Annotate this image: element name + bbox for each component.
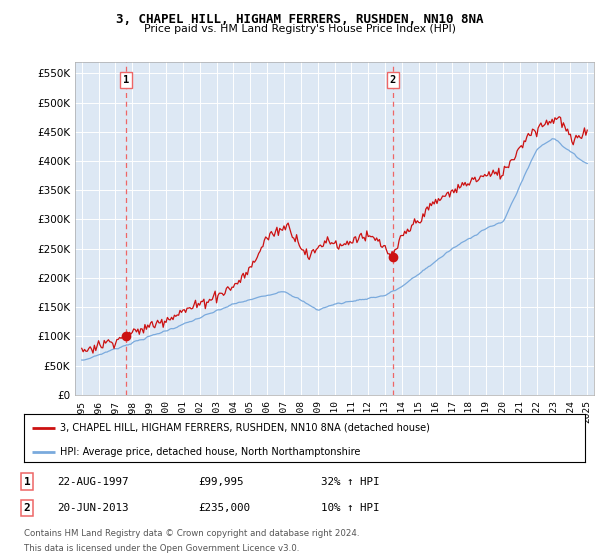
Text: £99,995: £99,995 [198, 477, 244, 487]
Text: 10% ↑ HPI: 10% ↑ HPI [321, 503, 380, 513]
Text: 22-AUG-1997: 22-AUG-1997 [57, 477, 128, 487]
Text: 2: 2 [23, 503, 31, 513]
Text: Price paid vs. HM Land Registry's House Price Index (HPI): Price paid vs. HM Land Registry's House … [144, 24, 456, 34]
Text: 32% ↑ HPI: 32% ↑ HPI [321, 477, 380, 487]
Text: Contains HM Land Registry data © Crown copyright and database right 2024.: Contains HM Land Registry data © Crown c… [24, 529, 359, 538]
Text: HPI: Average price, detached house, North Northamptonshire: HPI: Average price, detached house, Nort… [61, 446, 361, 456]
Text: 3, CHAPEL HILL, HIGHAM FERRERS, RUSHDEN, NN10 8NA: 3, CHAPEL HILL, HIGHAM FERRERS, RUSHDEN,… [116, 13, 484, 26]
Text: £235,000: £235,000 [198, 503, 250, 513]
Text: 1: 1 [23, 477, 31, 487]
Text: 3, CHAPEL HILL, HIGHAM FERRERS, RUSHDEN, NN10 8NA (detached house): 3, CHAPEL HILL, HIGHAM FERRERS, RUSHDEN,… [61, 423, 430, 433]
Text: 2: 2 [390, 75, 396, 85]
Text: This data is licensed under the Open Government Licence v3.0.: This data is licensed under the Open Gov… [24, 544, 299, 553]
Text: 1: 1 [123, 75, 129, 85]
Text: 20-JUN-2013: 20-JUN-2013 [57, 503, 128, 513]
